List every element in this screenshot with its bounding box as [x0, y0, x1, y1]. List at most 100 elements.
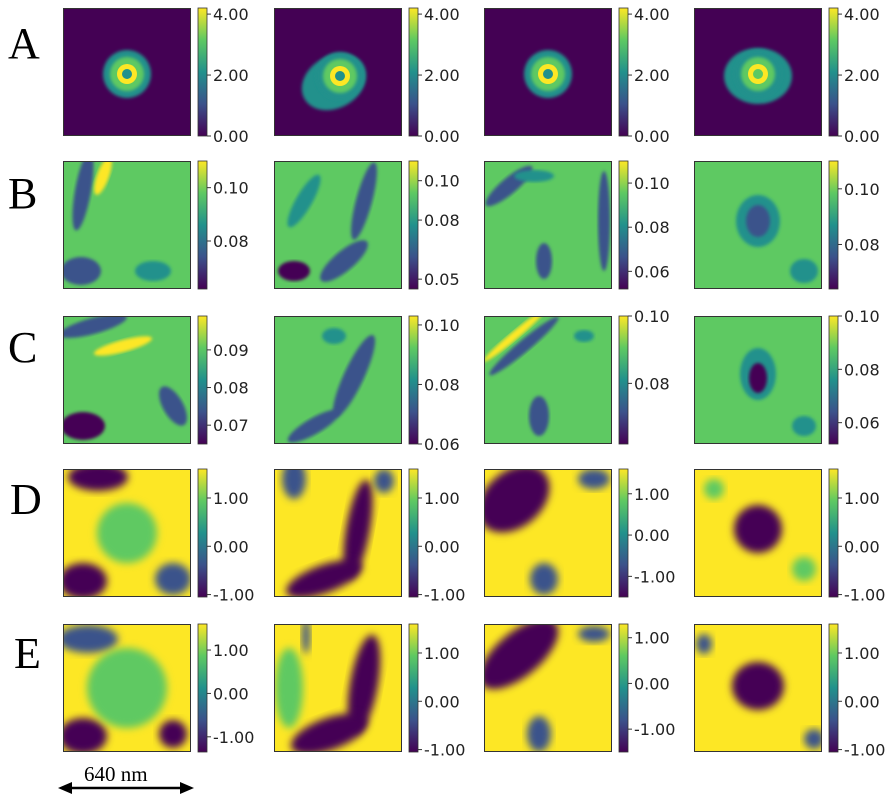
heatmap-c3: 0.10 0.08: [484, 307, 670, 445]
colorbar-tick-label: -1.00: [634, 720, 675, 739]
heatmap-field: [484, 469, 612, 597]
colorbar-tick-label: 0.00: [213, 537, 249, 556]
heatmap-c4: 0.10 0.08 0.06: [694, 307, 880, 445]
colorbar-tick-label: 0.00: [634, 127, 670, 146]
colorbar-tick-label: 0.08: [424, 211, 460, 230]
heatmap-frame: [63, 8, 191, 136]
colorbar-tick-label: 4.00: [844, 5, 880, 24]
colorbar-tick-label: 1.00: [844, 644, 880, 663]
colorbar: [828, 160, 839, 290]
heatmap-frame: [63, 316, 191, 444]
colorbar-tick-label: -1.00: [213, 728, 254, 747]
colorbar: [828, 468, 839, 598]
colorbar-tick-label: 4.00: [213, 5, 249, 24]
colorbar-tick-label: -1.00: [844, 586, 885, 605]
colorbar: [618, 468, 629, 598]
heatmap-b3: 0.10 0.08 0.06: [484, 160, 670, 290]
heatmap-field: [694, 316, 822, 444]
heatmap-a2: 4.00 2.00 0.00: [274, 5, 460, 146]
heatmap-field: [484, 161, 612, 289]
heatmap-frame: [694, 469, 822, 597]
heatmap-field: [63, 624, 191, 752]
colorbar-tick-label: 0.10: [844, 180, 880, 199]
colorbar-tick-label: 0.06: [634, 262, 670, 281]
colorbar-tick-label: 2.00: [213, 66, 249, 85]
heatmap-c1: 0.09 0.08 0.07: [63, 315, 249, 445]
heatmap-b4: 0.10 0.08: [694, 160, 880, 290]
colorbar-tick-label: -1.00: [844, 741, 885, 760]
heatmap-a3: 4.00 2.00 0.00: [484, 5, 670, 146]
colorbar-tick-label: 0.05: [424, 270, 460, 289]
heatmap-field: [274, 624, 402, 752]
colorbar: [828, 623, 839, 753]
colorbar-tick-label: 0.10: [634, 307, 670, 326]
colorbar: [197, 160, 208, 290]
heatmap-frame: [484, 8, 612, 136]
heatmap-e3: 1.00 0.00 -1.00: [484, 623, 675, 753]
colorbar-tick-label: 0.00: [844, 127, 880, 146]
heatmap-a1: 4.00 2.00 0.00: [63, 5, 249, 146]
heatmap-frame: [274, 316, 402, 444]
colorbar-tick-label: 0.08: [213, 232, 249, 251]
colorbar-tick-label: 4.00: [424, 5, 460, 24]
heatmap-frame: [694, 624, 822, 752]
row-label-d: D: [10, 475, 42, 524]
colorbar-tick-label: 4.00: [634, 5, 670, 24]
colorbar-tick-label: 0.00: [424, 537, 460, 556]
colorbar-tick-label: 0.08: [634, 218, 670, 237]
heatmap-frame: [694, 8, 822, 136]
heatmap-frame: [694, 161, 822, 289]
colorbar-tick-label: -1.00: [634, 567, 675, 586]
heatmap-d4: 1.00 0.00 -1.00: [694, 468, 885, 605]
colorbar-tick-label: 0.08: [424, 375, 460, 394]
heatmap-field: [484, 8, 612, 136]
colorbar: [828, 315, 839, 445]
heatmap-field: [694, 624, 822, 752]
colorbar: [618, 160, 629, 290]
heatmap-field: [694, 469, 822, 597]
colorbar-tick-label: 1.00: [844, 489, 880, 508]
heatmap-field: [484, 316, 612, 444]
heatmap-field: [484, 624, 612, 752]
heatmap-frame: [63, 624, 191, 752]
row-label-a: A: [8, 19, 40, 68]
colorbar: [197, 468, 208, 598]
heatmap-frame: [274, 161, 402, 289]
colorbar-tick-label: 1.00: [634, 485, 670, 504]
scale-bar-arrow: [58, 782, 194, 794]
colorbar-tick-label: 2.00: [844, 66, 880, 85]
heatmap-b1: 0.10 0.08: [63, 160, 249, 290]
colorbar-tick-label: 1.00: [634, 629, 670, 648]
colorbar-tick-label: 0.08: [844, 235, 880, 254]
colorbar-tick-label: -1.00: [424, 741, 465, 760]
colorbar: [408, 468, 419, 598]
heatmap-frame: [274, 624, 402, 752]
heatmap-field: [274, 316, 402, 444]
colorbar-tick-label: 0.08: [634, 374, 670, 393]
colorbar-tick-label: 0.10: [634, 174, 670, 193]
colorbar-tick-label: -1.00: [424, 586, 465, 605]
colorbar-tick-label: 0.08: [213, 379, 249, 398]
colorbar: [618, 623, 629, 753]
heatmap-field: [63, 316, 191, 444]
heatmap-a4: 4.00 2.00 0.00: [694, 5, 880, 146]
row-label-e: E: [14, 629, 41, 678]
heatmap-e2: 1.00 0.00 -1.00: [274, 623, 465, 760]
colorbar-tick-label: -1.00: [213, 586, 254, 605]
colorbar-tick-label: 0.00: [424, 127, 460, 146]
heatmap-field: [694, 8, 822, 136]
colorbar: [197, 315, 208, 445]
colorbar-tick-label: 0.00: [634, 526, 670, 545]
colorbar: [618, 315, 629, 445]
colorbar: [197, 623, 208, 753]
colorbar: [197, 7, 208, 137]
heatmap-frame: [274, 469, 402, 597]
colorbar-tick-label: 1.00: [424, 489, 460, 508]
colorbar: [618, 7, 629, 137]
colorbar-tick-label: 2.00: [634, 66, 670, 85]
heatmap-c2: 0.10 0.08 0.06: [274, 315, 460, 454]
heatmap-e1: 1.00 0.00 -1.00: [63, 623, 254, 753]
colorbar-tick-label: 0.06: [844, 414, 880, 433]
heatmap-e4: 1.00 0.00 -1.00: [694, 623, 885, 760]
